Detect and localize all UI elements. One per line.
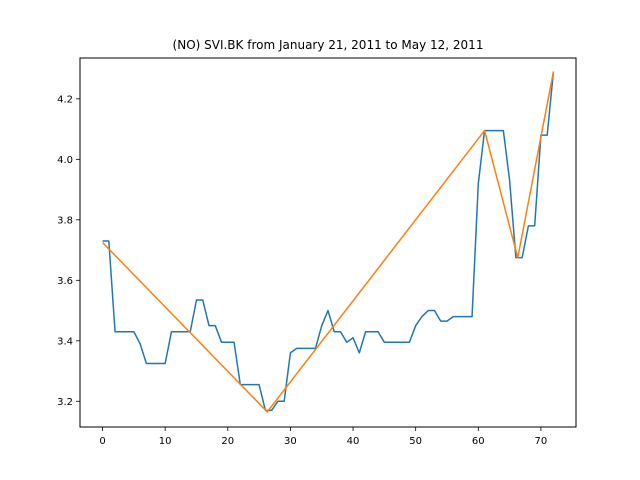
axes-frame [79,57,577,428]
y-tick-label: 4.0 [57,155,73,166]
y-tick-label: 3.6 [57,276,73,287]
x-tick-label: 60 [472,436,485,447]
y-tick-label: 3.4 [57,336,73,347]
y-axis: 3.2 3.4 3.6 3.8 4.0 4.2 [57,94,80,408]
series-line-2 [102,71,555,413]
x-axis: 0 10 20 30 40 50 60 70 [99,427,547,447]
x-tick-label: 20 [221,436,234,447]
x-tick-label: 10 [159,436,172,447]
y-tick-label: 3.8 [57,215,73,226]
x-tick-label: 30 [284,436,297,447]
x-tick-label: 50 [409,436,422,447]
x-tick-label: 70 [535,436,548,447]
y-tick-label: 4.2 [57,94,73,105]
y-tick-label: 3.2 [57,397,73,408]
x-tick-label: 0 [99,436,105,447]
chart-title: (NO) SVI.BK from January 21, 2011 to May… [173,38,484,52]
series-line-1 [102,71,555,412]
x-tick-label: 40 [347,436,360,447]
plot-area [102,71,555,413]
